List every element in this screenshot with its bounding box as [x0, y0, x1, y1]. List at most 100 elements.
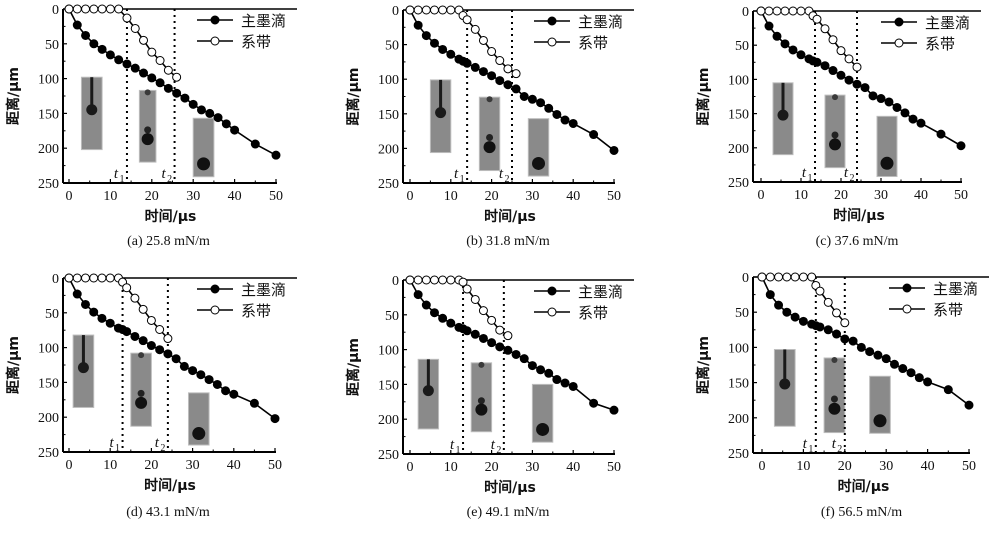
droplet-photo-inset	[187, 392, 210, 446]
ligament	[90, 77, 94, 110]
data-point-ligament	[429, 5, 439, 15]
data-point-main-droplet	[848, 336, 858, 346]
data-point-main-droplet	[446, 49, 456, 59]
data-point-main-droplet	[462, 326, 472, 336]
x-tick-label: 50	[962, 459, 976, 474]
x-tick-label: 30	[186, 189, 200, 204]
data-point-main-droplet	[916, 118, 926, 128]
data-point-main-droplet	[503, 80, 513, 90]
data-point-ligament	[405, 5, 415, 15]
y-tick-label: 0	[392, 4, 399, 19]
droplet-photo-inset	[527, 118, 550, 177]
legend-label: 主墨滴	[933, 280, 978, 298]
data-point-main-droplet	[230, 125, 240, 135]
data-point-ligament	[130, 293, 140, 303]
droplet-photo-inset	[429, 79, 452, 154]
legend-item: 系带	[534, 34, 608, 52]
y-axis-label: 距离/μm	[345, 338, 362, 396]
x-axis-label: 时间/μs	[145, 208, 197, 225]
data-point-main-droplet	[478, 333, 488, 343]
data-point-main-droplet	[823, 325, 833, 335]
data-point-main-droplet	[97, 313, 107, 323]
data-point-main-droplet	[964, 400, 974, 410]
data-point-ligament	[807, 272, 817, 282]
droplet-photo-inset	[417, 358, 440, 430]
data-point-ligament	[155, 325, 165, 335]
legend-item: 主墨滴	[197, 12, 286, 30]
data-point-main-droplet	[163, 349, 173, 359]
droplet	[475, 403, 488, 416]
x-axis-label: 时间/μs	[484, 479, 536, 496]
data-point-main-droplet	[511, 84, 521, 94]
y-tick-label: 200	[728, 412, 749, 427]
time-marker-subscript: 1	[460, 174, 465, 185]
data-point-main-droplet	[589, 398, 599, 408]
droplet-photo-inset	[869, 375, 891, 434]
data-point-main-droplet	[130, 331, 140, 341]
satellite	[138, 352, 145, 359]
data-point-ligament	[836, 46, 846, 56]
data-point-main-droplet	[914, 373, 924, 383]
data-point-main-droplet	[815, 322, 825, 332]
data-point-main-droplet	[72, 20, 82, 30]
y-tick-label: 200	[38, 142, 59, 157]
x-tick-label: 0	[758, 188, 765, 203]
y-tick-label: 250	[38, 177, 59, 192]
data-point-main-droplet	[772, 31, 782, 41]
data-point-main-droplet	[114, 55, 124, 65]
y-tick-label: 150	[378, 378, 399, 393]
data-point-main-droplet	[764, 21, 774, 31]
y-tick-label: 50	[385, 39, 399, 54]
x-tick-label: 0	[759, 459, 766, 474]
data-point-main-droplet	[892, 102, 902, 112]
data-point-main-droplet	[196, 105, 206, 115]
y-tick-label: 100	[378, 344, 399, 359]
data-point-main-droplet	[130, 63, 140, 73]
droplet-photo-inset	[531, 383, 554, 443]
data-point-main-droplet	[105, 318, 115, 328]
legend-label: 系带	[241, 302, 271, 320]
y-tick-label: 200	[378, 413, 399, 428]
y-tick-label: 150	[728, 108, 749, 123]
data-point-main-droplet	[936, 129, 946, 139]
x-tick-label: 20	[144, 458, 158, 473]
data-point-ligament	[796, 6, 806, 16]
droplet	[873, 414, 887, 428]
data-point-ligament	[782, 272, 792, 282]
data-point-ligament	[828, 35, 838, 45]
data-point-main-droplet	[868, 91, 878, 101]
data-point-ligament	[114, 4, 124, 14]
time-marker-subscript: 1	[115, 443, 120, 454]
data-point-ligament	[772, 6, 782, 16]
data-point-main-droplet	[146, 341, 156, 351]
y-axis-label: 距离/μm	[695, 67, 712, 125]
data-point-ligament	[64, 4, 74, 14]
time-marker-label: t	[499, 166, 504, 182]
x-tick-label: 40	[228, 189, 242, 204]
droplet-photo-inset	[773, 349, 796, 427]
x-tick-label: 50	[607, 189, 621, 204]
ligament	[783, 349, 787, 385]
droplet	[777, 109, 789, 121]
y-tick-label: 100	[728, 73, 749, 88]
data-point-main-droplet	[836, 70, 846, 80]
droplet-photo-inset	[192, 117, 215, 178]
satellite	[478, 361, 485, 368]
inset-background	[138, 89, 157, 163]
data-point-ligament	[89, 4, 99, 14]
legend-filled-marker	[902, 283, 912, 293]
x-tick-label: 40	[914, 188, 928, 203]
droplet-photo-inset	[130, 352, 152, 427]
data-point-main-droplet	[429, 38, 439, 48]
data-point-ligament	[138, 304, 148, 314]
data-point-ligament	[487, 47, 497, 57]
droplet-photo-inset	[80, 76, 103, 151]
legend-filled-marker	[210, 15, 220, 25]
legend-open-marker	[902, 304, 912, 314]
x-tick-label: 0	[66, 458, 73, 473]
data-point-main-droplet	[881, 354, 891, 364]
x-tick-label: 10	[103, 458, 117, 473]
data-point-main-droplet	[898, 364, 908, 374]
data-point-main-droplet	[609, 405, 619, 415]
data-point-ligament	[462, 284, 472, 294]
